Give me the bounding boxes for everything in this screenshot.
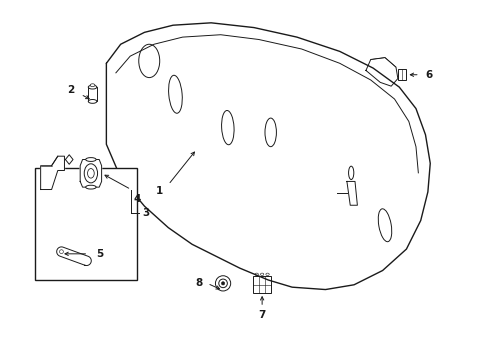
Polygon shape	[57, 247, 91, 266]
Bar	[35, 168, 137, 280]
Polygon shape	[65, 155, 73, 164]
Ellipse shape	[84, 164, 98, 183]
Text: 8: 8	[195, 278, 203, 288]
Ellipse shape	[85, 185, 96, 189]
Ellipse shape	[255, 273, 258, 275]
Bar	[253, 276, 271, 293]
Bar	[88, 87, 97, 102]
Text: 1: 1	[156, 186, 163, 196]
Text: 5: 5	[96, 249, 103, 259]
Ellipse shape	[87, 168, 94, 178]
Ellipse shape	[260, 273, 263, 275]
Ellipse shape	[90, 84, 95, 87]
Ellipse shape	[88, 85, 97, 89]
Ellipse shape	[215, 276, 230, 291]
Ellipse shape	[265, 273, 269, 275]
Polygon shape	[80, 159, 102, 187]
Polygon shape	[41, 156, 64, 189]
Ellipse shape	[85, 158, 96, 161]
Text: 3: 3	[142, 208, 149, 219]
Text: 2: 2	[67, 85, 74, 95]
Bar	[398, 69, 406, 80]
Text: 6: 6	[425, 70, 432, 80]
Ellipse shape	[218, 279, 227, 288]
Ellipse shape	[88, 99, 97, 103]
Ellipse shape	[221, 282, 224, 285]
Text: 4: 4	[134, 194, 141, 204]
Text: 7: 7	[258, 310, 265, 320]
